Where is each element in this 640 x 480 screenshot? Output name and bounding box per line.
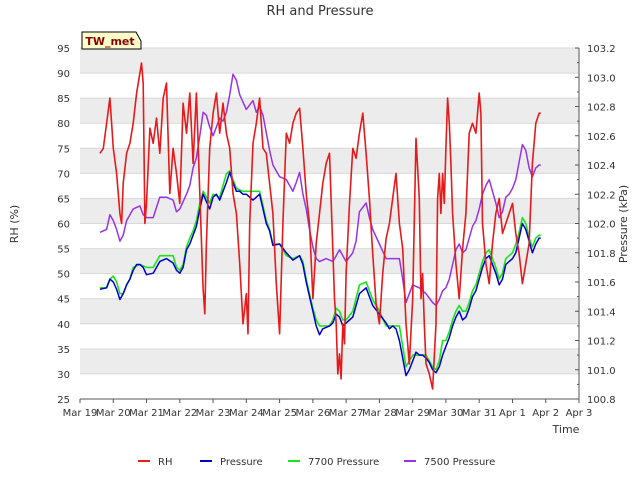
x-tick-label: Mar 19 bbox=[63, 408, 98, 419]
y-right-tick-label: 102.0 bbox=[587, 220, 616, 231]
y-right-tick-label: 102.2 bbox=[587, 190, 616, 201]
x-tick-label: Apr 3 bbox=[566, 408, 593, 419]
plot-band bbox=[80, 48, 579, 74]
x-tick-label: Apr 2 bbox=[532, 408, 559, 419]
y-left-tick-label: 35 bbox=[57, 345, 70, 356]
y-left-tick-label: 25 bbox=[57, 395, 70, 406]
x-tick-label: Mar 28 bbox=[362, 408, 397, 419]
y-right-tick-label: 102.8 bbox=[587, 103, 616, 114]
series-line-rh bbox=[99, 62, 541, 390]
y-right-tick-label: 101.6 bbox=[587, 278, 616, 289]
y-right-tick-label: 100.8 bbox=[587, 395, 616, 406]
y-left-tick-label: 75 bbox=[57, 144, 70, 155]
y-right-tick-label: 103.2 bbox=[587, 44, 616, 55]
x-tick-label: Mar 26 bbox=[295, 408, 330, 419]
y-axis-right-label: Pressure (kPa) bbox=[617, 185, 630, 263]
station-badge: TW_met bbox=[81, 31, 142, 50]
y-left-tick-label: 50 bbox=[57, 270, 70, 281]
right-axis-ticks: 100.8 101.0 101.2 101.4 101.6 101.8 102.0 102.2… bbox=[575, 44, 616, 406]
legend-item: RH bbox=[138, 457, 172, 468]
x-tick-label: Mar 24 bbox=[229, 408, 264, 419]
y-right-tick-label: 101.2 bbox=[587, 337, 616, 348]
y-right-tick-label: 102.6 bbox=[587, 132, 616, 143]
y-axis-left-label: RH (%) bbox=[8, 205, 21, 243]
legend-label: 7500 Pressure bbox=[424, 457, 495, 468]
y-left-tick-label: 65 bbox=[57, 194, 70, 205]
x-tick-label: Mar 29 bbox=[395, 408, 430, 419]
y-right-tick-label: 101.8 bbox=[587, 249, 616, 260]
x-tick-label: Mar 20 bbox=[96, 408, 131, 419]
plot-band bbox=[80, 98, 579, 124]
y-left-tick-label: 45 bbox=[57, 295, 70, 306]
badge-box bbox=[81, 31, 142, 50]
series-layer bbox=[99, 62, 541, 390]
y-left-tick-label: 70 bbox=[57, 169, 70, 180]
series-line-7700-pressure bbox=[100, 170, 541, 371]
plot-band bbox=[80, 348, 579, 374]
plot-band bbox=[80, 298, 579, 324]
x-tick-label: Mar 23 bbox=[196, 408, 231, 419]
y-left-tick-label: 40 bbox=[57, 320, 70, 331]
x-tick-label: Mar 25 bbox=[262, 408, 297, 419]
x-axis-label: Time bbox=[552, 423, 580, 436]
series-line-pressure bbox=[99, 171, 541, 377]
legend-label: 7700 Pressure bbox=[308, 457, 379, 468]
x-tick-label: Mar 30 bbox=[429, 408, 464, 419]
x-tick-label: Mar 22 bbox=[162, 408, 197, 419]
y-left-tick-label: 95 bbox=[57, 44, 70, 55]
legend-item: Pressure bbox=[200, 457, 263, 468]
x-tick-label: Apr 1 bbox=[499, 408, 526, 419]
x-tick-label: Mar 31 bbox=[462, 408, 497, 419]
x-tick-label: Mar 27 bbox=[329, 408, 364, 419]
y-left-tick-label: 60 bbox=[57, 220, 70, 231]
chart-title: RH and Pressure bbox=[266, 4, 373, 19]
badge-label: TW_met bbox=[85, 35, 134, 48]
y-left-tick-label: 90 bbox=[57, 69, 70, 80]
legend-label: RH bbox=[158, 457, 172, 468]
y-left-tick-label: 55 bbox=[57, 245, 70, 256]
legend-item: 7500 Pressure bbox=[404, 457, 495, 468]
y-left-tick-label: 85 bbox=[57, 94, 70, 105]
legend-label: Pressure bbox=[220, 457, 263, 468]
y-right-tick-label: 102.4 bbox=[587, 161, 616, 172]
legend: RH Pressure 7700 Pressure 7500 Pressure bbox=[138, 457, 495, 468]
x-tick-label: Mar 21 bbox=[129, 408, 164, 419]
left-axis-ticks: 25 30 35 40 45 50 55 60 65 70 75 80 85 90 95 bbox=[57, 44, 70, 406]
y-right-tick-label: 101.4 bbox=[587, 307, 616, 318]
y-left-tick-label: 30 bbox=[57, 370, 70, 381]
y-right-tick-label: 103.0 bbox=[587, 73, 616, 84]
y-right-tick-label: 101.0 bbox=[587, 366, 616, 377]
y-left-tick-label: 80 bbox=[57, 119, 70, 130]
legend-item: 7700 Pressure bbox=[288, 457, 379, 468]
